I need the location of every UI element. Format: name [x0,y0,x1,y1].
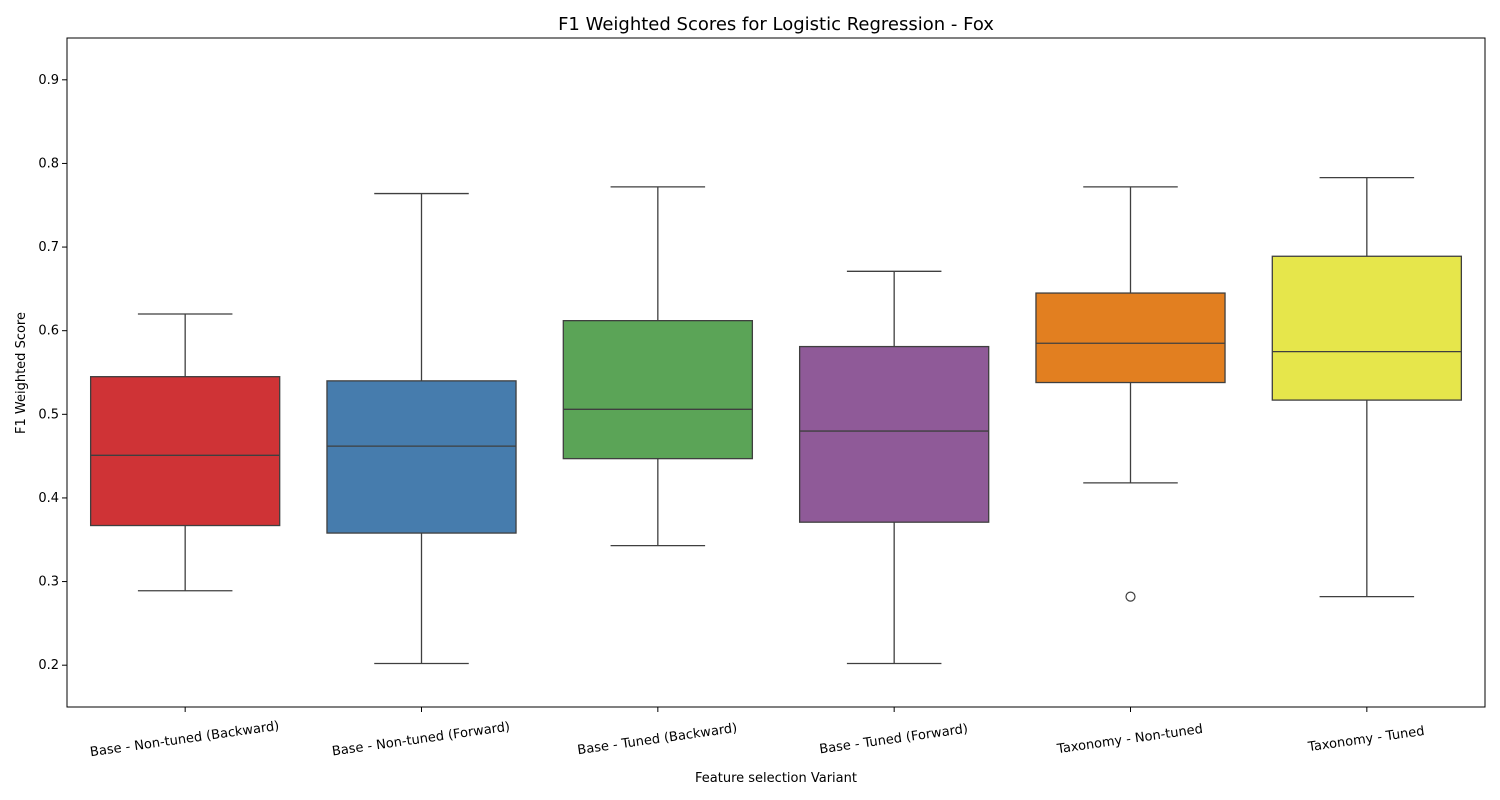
y-tick-label: 0.9 [38,73,59,88]
box-group [326,192,517,665]
x-axis: Base - Non-tuned (Backward) Base - Non-tu… [89,707,1425,760]
iqr-box [798,345,990,523]
y-axis-label: F1 Weighted Score [14,312,29,434]
iqr-box [326,380,517,534]
box-group [1271,177,1463,598]
x-tick-label: Base - Non-tuned (Backward) [89,719,280,760]
iqr-box [1035,292,1226,384]
box-group [89,313,281,592]
x-tick-label: Taxonomy - Tuned [1306,724,1425,755]
plot-frame [66,37,1486,708]
outlier-point [1125,591,1136,602]
y-tick-label: 0.5 [38,407,59,422]
iqr-box [1271,255,1463,401]
iqr-box [562,320,754,460]
chart-title: F1 Weighted Scores for Logistic Regressi… [558,14,994,35]
y-tick-label: 0.3 [38,575,59,590]
x-tick-label: Base - Non-tuned (Forward) [331,720,511,760]
x-axis-label: Feature selection Variant [695,771,857,786]
y-tick-label: 0.4 [38,491,59,506]
y-tick-label: 0.7 [38,240,59,255]
boxes-layer [89,177,1463,665]
y-tick-label: 0.2 [38,658,59,673]
y-tick-label: 0.6 [38,324,59,339]
box-group [798,270,990,665]
y-tick-label: 0.8 [38,156,59,171]
y-axis: 0.2 0.3 0.4 0.5 0.6 0.7 0.8 0.9 [38,73,67,673]
x-tick-label: Base - Tuned (Forward) [818,722,969,758]
x-tick-label: Base - Tuned (Backward) [577,721,739,758]
x-tick-label: Taxonomy - Non-tuned [1055,722,1204,757]
box-group [562,186,754,547]
box-group [1035,186,1226,602]
iqr-box [89,376,281,527]
